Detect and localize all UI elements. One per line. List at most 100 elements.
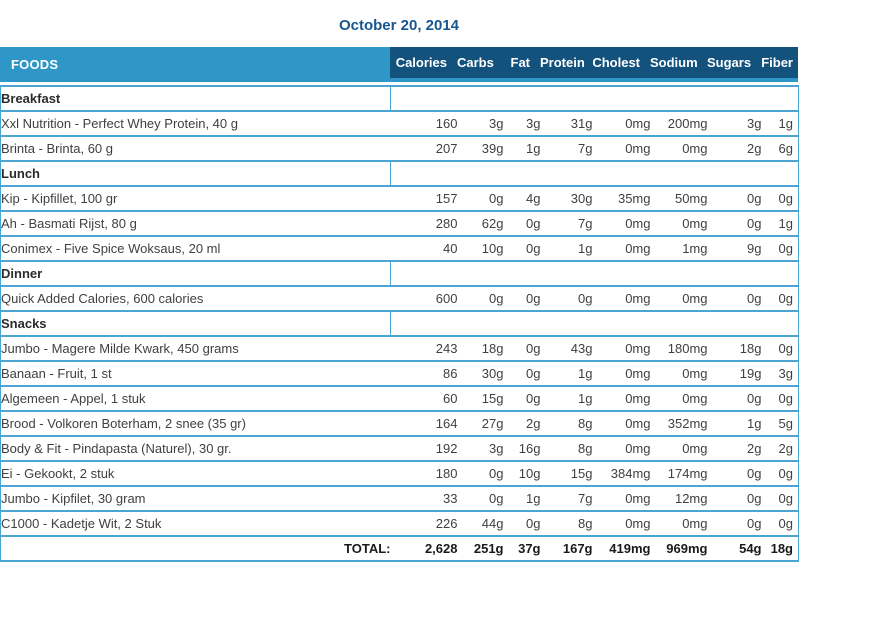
nutrient-value-cell: 0g [747,491,762,506]
food-row: Brood - Volkoren Boterham, 2 snee (35 gr… [0,411,799,436]
nutrient-value-cell: 7g [578,216,593,231]
nutrient-value-cell: 0mg [625,416,651,431]
nutrient-value-cell: 0g [526,366,541,381]
nutrient-value-cell: 180mg [667,341,708,356]
nutrient-value-cell: 0mg [625,441,651,456]
nutrient-value-cell: 33 [443,491,458,506]
nutrient-value-cell: 0g [778,191,793,206]
column-header-sugars: Sugars [707,55,752,70]
column-header-sodium: Sodium [650,55,698,70]
nutrient-value-cell: 3g [747,116,762,131]
food-name-cell: Ah - Basmati Rijst, 80 g [1,216,137,231]
nutrient-value-cell: 180 [435,466,458,481]
food-name-cell: Brinta - Brinta, 60 g [1,141,113,156]
nutrient-value-cell: 86 [443,366,458,381]
nutrient-value-cell: 0g [578,291,593,306]
nutrient-value-cell: 164 [435,416,458,431]
food-row: Algemeen - Appel, 1 stuk 60 15g 0g 1g 0mg 0mg 0… [0,386,799,411]
nutrient-value-cell: 0g [489,291,504,306]
nutrient-value-cell: 1g [526,491,541,506]
food-row: C1000 - Kadetje Wit, 2 Stuk 226 44g 0g 8g 0mg… [0,511,799,536]
nutrient-value-cell: 0mg [682,391,708,406]
nutrient-value-cell: 1mg [682,241,708,256]
nutrient-value-cell: 0g [778,391,793,406]
nutrient-value-cell: 18g [739,341,762,356]
nutrient-value-cell: 0g [526,291,541,306]
nutrient-value-cell: 27g [481,416,504,431]
nutrient-value-cell: 174mg [667,466,708,481]
nutrient-value-cell: 352mg [667,416,708,431]
nutrient-value-cell: 0g [526,216,541,231]
food-row: Ah - Basmati Rijst, 80 g 280 62g 0g 7g 0mg 0mg… [0,211,799,236]
nutrient-value-cell: 0g [526,341,541,356]
section-spacer-cell [390,161,799,186]
nutrient-value-cell: 3g [526,116,541,131]
nutrient-value-cell: 0g [526,516,541,531]
food-row: Jumbo - Kipfilet, 30 gram 33 0g 1g 7g 0mg 12mg… [0,486,799,511]
nutrient-value-cell: 0g [778,516,793,531]
nutrient-value-cell: 40 [443,241,458,256]
nutrient-value-cell: 384mg [610,466,651,481]
header-gap [0,82,798,85]
total-value-cell: 2,628 [424,541,458,556]
nutrient-value-cell: 35mg [617,191,651,206]
nutrient-value-cell: 1g [526,141,541,156]
nutrient-value-cell: 8g [578,416,593,431]
nutrient-value-cell: 0mg [625,241,651,256]
nutrient-value-cell: 0g [489,191,504,206]
food-name-cell: C1000 - Kadetje Wit, 2 Stuk [1,516,162,531]
food-row: Jumbo - Magere Milde Kwark, 450 grams 243… [0,336,799,361]
nutrient-value-cell: 2g [526,416,541,431]
nutrient-value-cell: 0g [747,216,762,231]
nutrient-value-cell: 0mg [682,516,708,531]
section-row: Dinner [0,261,799,286]
nutrient-value-cell: 0g [747,291,762,306]
nutrient-value-cell: 0mg [625,216,651,231]
nutrient-value-cell: 6g [778,141,793,156]
nutrient-value-cell: 0mg [625,491,651,506]
food-row: Conimex - Five Spice Woksaus, 20 ml 40 10g… [0,236,799,261]
nutrient-value-cell: 2g [747,441,762,456]
food-row: Brinta - Brinta, 60 g 207 39g 1g 7g 0mg 0mg 2g 6… [0,136,799,161]
nutrient-value-cell: 0mg [625,391,651,406]
nutrient-value-cell: 1g [578,391,593,406]
nutrient-value-cell: 157 [435,191,458,206]
nutrient-value-cell: 19g [739,366,762,381]
nutrient-value-cell: 207 [435,141,458,156]
nutrient-value-cell: 1g [578,241,593,256]
nutrient-value-cell: 0g [489,491,504,506]
nutrient-value-cell: 0g [778,466,793,481]
column-header-calories: Calories [395,55,447,70]
nutrient-value-cell: 200mg [667,116,708,131]
total-value-cell: 18g [770,541,793,556]
food-diary-table: Breakfast Xxl Nutrition - Perfect Whey Pr… [0,85,799,562]
nutrient-value-cell: 7g [578,141,593,156]
nutrient-value-cell: 4g [526,191,541,206]
section-label: Snacks [1,316,47,331]
nutrient-value-cell: 1g [778,116,793,131]
nutrient-header-group: Calories Carbs Fat Protein Cholest Sodiu… [390,47,798,78]
column-header-cholest: Cholest [592,55,640,70]
nutrient-value-cell: 0g [778,491,793,506]
total-row: TOTAL: 2,628 251g 37g 167g 419mg 969mg 54g 18g [0,536,799,561]
nutrient-value-cell: 62g [481,216,504,231]
nutrient-value-cell: 8g [578,441,593,456]
nutrient-value-cell: 10g [518,466,541,481]
nutrient-value-cell: 0mg [625,341,651,356]
nutrient-value-cell: 0mg [625,141,651,156]
food-row: Ei - Gekookt, 2 stuk 180 0g 10g 15g 384mg 174m… [0,461,799,486]
nutrient-value-cell: 280 [435,216,458,231]
section-row: Lunch [0,161,799,186]
nutrient-value-cell: 226 [435,516,458,531]
nutrient-value-cell: 243 [435,341,458,356]
section-spacer-cell [390,261,799,286]
food-name-cell: Algemeen - Appel, 1 stuk [1,391,146,406]
column-header-fat: Fat [510,55,531,70]
nutrient-value-cell: 3g [489,116,504,131]
nutrient-value-cell: 12mg [674,491,708,506]
nutrient-value-cell: 18g [481,341,504,356]
total-value-cell: 969mg [666,541,708,556]
nutrient-value-cell: 0mg [625,116,651,131]
food-name-cell: Banaan - Fruit, 1 st [1,366,112,381]
nutrient-value-cell: 0mg [625,516,651,531]
